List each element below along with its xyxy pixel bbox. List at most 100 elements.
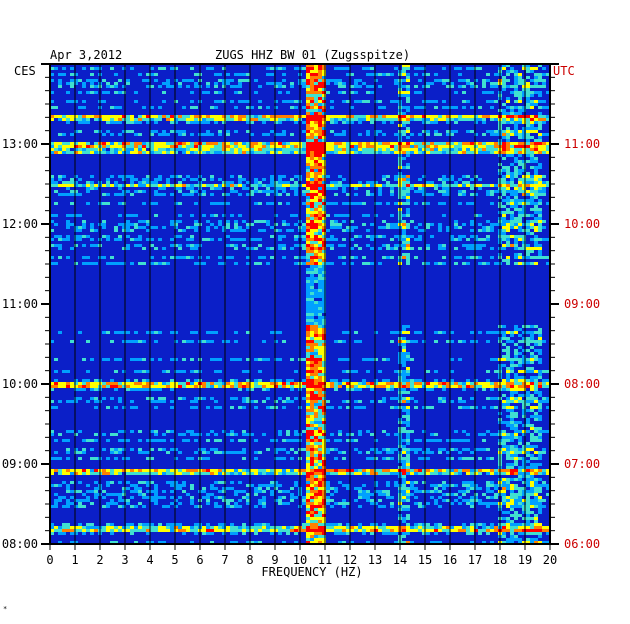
heatmap-cell-2106 bbox=[246, 193, 250, 196]
heatmap-cell-1277 bbox=[346, 145, 350, 148]
heatmap-cell-2335 bbox=[314, 217, 318, 220]
heatmap-cell-4294 bbox=[306, 436, 310, 439]
heatmap-cell-999 bbox=[162, 133, 166, 136]
heatmap-cell-1477 bbox=[158, 151, 162, 154]
heatmap-cell-518 bbox=[118, 106, 122, 109]
heatmap-cell-1746 bbox=[318, 178, 322, 181]
heatmap-cell-1157 bbox=[366, 142, 370, 145]
heatmap-cell-2023 bbox=[86, 190, 90, 193]
heatmap-cell-3858 bbox=[346, 388, 350, 391]
heatmap-cell-4985 bbox=[534, 481, 538, 484]
heatmap-cell-1435 bbox=[490, 148, 494, 151]
heatmap-cell-2429 bbox=[322, 223, 326, 226]
heatmap-cell-2489 bbox=[302, 226, 306, 229]
heatmap-cell-4662 bbox=[54, 469, 58, 472]
heatmap-cell-4448 bbox=[394, 448, 398, 451]
heatmap-cell-3770 bbox=[318, 385, 322, 388]
heatmap-cell-4802 bbox=[118, 472, 122, 475]
heatmap-cell-1118 bbox=[210, 142, 214, 145]
heatmap-cell-2861 bbox=[322, 253, 326, 256]
heatmap-cell-1572 bbox=[542, 151, 546, 154]
heatmap-cell-4849 bbox=[310, 472, 314, 475]
heatmap-cell-2358 bbox=[206, 220, 210, 223]
heatmap-cell-1802 bbox=[286, 181, 290, 184]
heatmap-cell-529 bbox=[250, 106, 254, 109]
heatmap-cell-2297 bbox=[202, 214, 206, 217]
heatmap-cell-893 bbox=[482, 121, 486, 124]
heatmap-cell-3883 bbox=[530, 388, 534, 391]
heatmap-cell-2110 bbox=[278, 193, 282, 196]
heatmap-cell-4872 bbox=[402, 472, 406, 475]
heatmap-cell-2453 bbox=[506, 223, 510, 226]
heatmap-cell-655 bbox=[294, 115, 298, 118]
heatmap-cell-1720 bbox=[106, 178, 110, 181]
heatmap-cell-4572 bbox=[202, 457, 206, 460]
heatmap-cell-3062 bbox=[306, 298, 310, 301]
heatmap-cell-7 bbox=[502, 64, 506, 67]
heatmap-cell-3301 bbox=[526, 349, 530, 352]
heatmap-cell-3340 bbox=[138, 358, 142, 361]
heatmap-cell-77 bbox=[322, 70, 326, 73]
heatmap-cell-3358 bbox=[262, 358, 266, 361]
heatmap-cell-3412 bbox=[310, 364, 314, 367]
heatmap-cell-4592 bbox=[386, 457, 390, 460]
heatmap-cell-837 bbox=[542, 118, 546, 121]
heatmap-cell-2865 bbox=[514, 253, 518, 256]
heatmap-cell-2458 bbox=[526, 223, 530, 226]
heatmap-cell-1402 bbox=[358, 148, 362, 151]
heatmap-cell-2835 bbox=[466, 247, 470, 250]
heatmap-cell-2810 bbox=[278, 247, 282, 250]
heatmap-cell-1599 bbox=[310, 160, 314, 163]
heatmap-cell-4530 bbox=[502, 451, 506, 454]
heatmap-cell-3795 bbox=[422, 385, 426, 388]
heatmap-cell-1905 bbox=[322, 184, 326, 187]
heatmap-cell-4870 bbox=[394, 472, 398, 475]
heatmap-cell-183 bbox=[282, 79, 286, 82]
heatmap-cell-1512 bbox=[302, 151, 306, 154]
heatmap-cell-2737 bbox=[94, 244, 98, 247]
heatmap-cell-4991 bbox=[86, 484, 90, 487]
heatmap-cell-2499 bbox=[350, 226, 354, 229]
heatmap-cell-633 bbox=[206, 115, 210, 118]
heatmap-cell-471 bbox=[342, 100, 346, 103]
heatmap-cell-1915 bbox=[362, 184, 366, 187]
heatmap-cell-599 bbox=[66, 115, 70, 118]
heatmap-cell-3931 bbox=[246, 397, 250, 400]
heatmap-cell-4290 bbox=[514, 433, 518, 436]
heatmap-cell-2383 bbox=[470, 220, 474, 223]
heatmap-cell-462 bbox=[290, 100, 294, 103]
heatmap-cell-4917 bbox=[530, 475, 534, 478]
heatmap-cell-4581 bbox=[306, 457, 310, 460]
heatmap-cell-1304 bbox=[454, 145, 458, 148]
heatmap-cell-4942 bbox=[138, 481, 142, 484]
heatmap-cell-928 bbox=[526, 127, 530, 130]
heatmap-cell-317 bbox=[350, 85, 354, 88]
heatmap-cell-570 bbox=[306, 109, 310, 112]
heatmap-cell-4128 bbox=[402, 415, 406, 418]
heatmap-cell-2529 bbox=[74, 229, 78, 232]
heatmap-cell-278 bbox=[542, 82, 546, 85]
heatmap-cell-69 bbox=[526, 67, 530, 70]
heatmap-cell-1015 bbox=[282, 133, 286, 136]
heatmap-cell-4156 bbox=[406, 421, 410, 424]
heatmap-cell-3439 bbox=[134, 370, 138, 373]
heatmap-cell-2135 bbox=[462, 193, 466, 196]
heatmap-cell-4791 bbox=[74, 472, 78, 475]
heatmap-cell-3696 bbox=[522, 382, 526, 385]
heatmap-cell-1981 bbox=[266, 187, 270, 190]
heatmap-cell-3447 bbox=[182, 370, 186, 373]
heatmap-cell-4622 bbox=[322, 460, 326, 463]
heatmap-cell-1523 bbox=[346, 151, 350, 154]
heatmap-cell-4724 bbox=[302, 469, 306, 472]
heatmap-cell-4981 bbox=[506, 481, 510, 484]
heatmap-cell-4708 bbox=[238, 469, 242, 472]
heatmap-cell-1731 bbox=[194, 178, 198, 181]
heatmap-cell-1778 bbox=[90, 181, 94, 184]
heatmap-cell-2528 bbox=[50, 229, 54, 232]
heatmap-cell-608 bbox=[102, 115, 106, 118]
heatmap-cell-1460 bbox=[90, 151, 94, 154]
heatmap-cell-3415 bbox=[322, 364, 326, 367]
heatmap-cell-4934 bbox=[62, 481, 66, 484]
heatmap-cell-1769 bbox=[534, 178, 538, 181]
heatmap-cell-2666 bbox=[170, 238, 174, 241]
